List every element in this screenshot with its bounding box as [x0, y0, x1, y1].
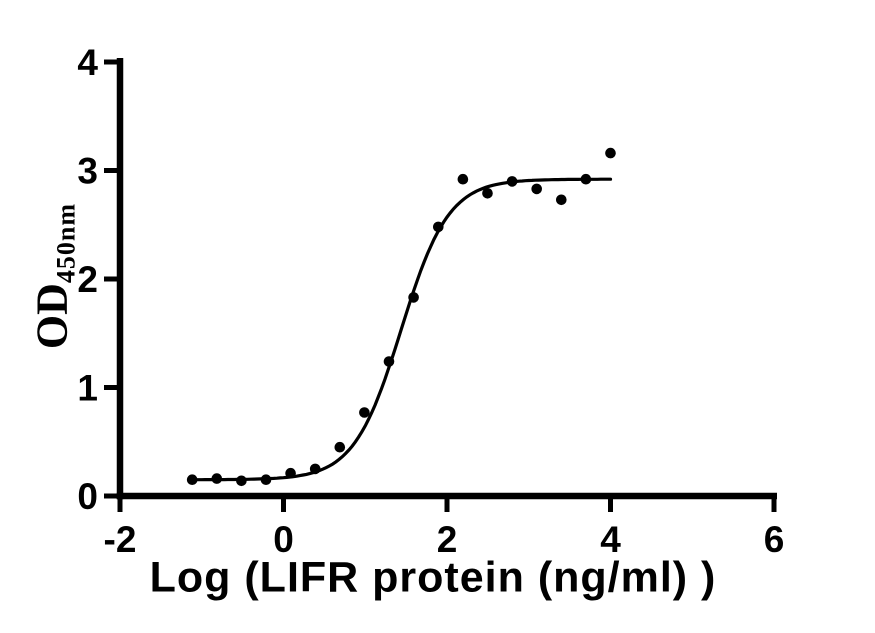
data-point: [457, 173, 469, 185]
x-tick-label: 6: [764, 519, 785, 560]
data-point: [186, 474, 198, 486]
y-axis-title-base: OD: [27, 283, 77, 350]
data-point: [334, 441, 346, 453]
data-point: [580, 173, 592, 185]
data-point: [506, 176, 518, 187]
y-tick-label: 1: [77, 368, 98, 409]
data-point: [383, 356, 395, 367]
data-point: [309, 463, 321, 475]
x-tick-label: 0: [273, 519, 294, 560]
data-point: [482, 188, 493, 199]
x-axis-title: Log (LIFR protein (ng/ml) ): [149, 553, 717, 602]
data-point: [556, 194, 567, 206]
fit-curve: [190, 177, 613, 482]
y-axis-title: OD450nm: [27, 203, 82, 349]
data-point: [359, 407, 370, 418]
y-tick-label: 3: [77, 151, 98, 192]
data-point: [260, 474, 272, 486]
x-tick-label: 2: [437, 519, 458, 560]
data-point: [285, 467, 296, 479]
x-tick-label: -2: [104, 519, 137, 560]
y-tick-label: 0: [77, 476, 98, 517]
data-point: [433, 221, 444, 233]
y-tick-label: 2: [77, 259, 98, 300]
y-axis-title-subscript: 450nm: [51, 202, 81, 284]
y-tick-label: 4: [77, 42, 98, 83]
x-tick-label: 4: [600, 519, 621, 560]
data-point: [408, 292, 419, 303]
data-point: [236, 475, 247, 487]
data-point: [605, 147, 616, 159]
data-point: [211, 473, 223, 484]
data-point: [531, 183, 542, 195]
